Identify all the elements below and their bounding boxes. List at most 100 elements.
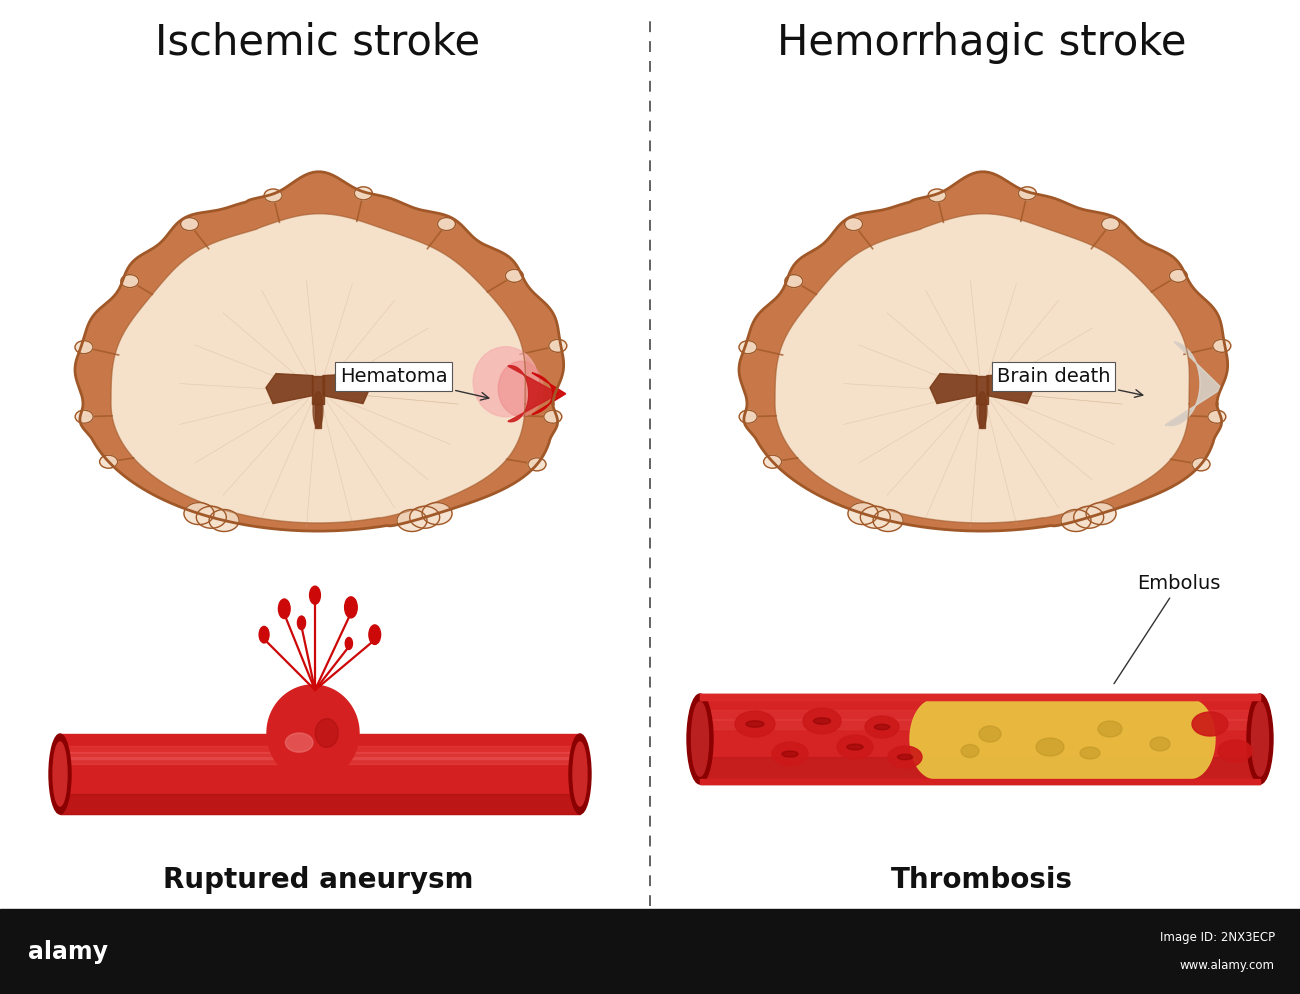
Ellipse shape (897, 754, 913, 759)
Text: Hemorrhagic stroke: Hemorrhagic stroke (777, 22, 1187, 64)
Ellipse shape (1098, 721, 1122, 737)
Ellipse shape (848, 503, 878, 525)
Ellipse shape (874, 510, 903, 532)
Polygon shape (60, 752, 580, 759)
Ellipse shape (1018, 187, 1036, 200)
Ellipse shape (53, 742, 68, 806)
Ellipse shape (845, 218, 863, 231)
Ellipse shape (803, 708, 841, 734)
Polygon shape (978, 392, 987, 427)
Polygon shape (699, 694, 1260, 700)
Ellipse shape (573, 742, 588, 806)
Polygon shape (266, 374, 313, 404)
Polygon shape (976, 376, 988, 404)
Polygon shape (699, 719, 1260, 729)
Polygon shape (1165, 342, 1222, 425)
Ellipse shape (1252, 702, 1269, 776)
Text: Brain death: Brain death (997, 367, 1143, 398)
Ellipse shape (49, 734, 72, 814)
Ellipse shape (396, 510, 426, 532)
Ellipse shape (506, 269, 524, 282)
Ellipse shape (785, 274, 803, 287)
Polygon shape (315, 404, 321, 427)
Ellipse shape (473, 347, 538, 416)
Polygon shape (1165, 342, 1222, 425)
Polygon shape (508, 366, 559, 421)
Polygon shape (738, 172, 1227, 531)
Ellipse shape (888, 746, 922, 768)
Polygon shape (0, 909, 1300, 994)
Polygon shape (75, 172, 564, 531)
Ellipse shape (422, 503, 452, 525)
Ellipse shape (1213, 339, 1231, 352)
Polygon shape (699, 757, 1260, 784)
Polygon shape (930, 374, 978, 404)
Text: alamy: alamy (29, 939, 108, 963)
Ellipse shape (740, 411, 757, 423)
Ellipse shape (569, 734, 592, 814)
Ellipse shape (746, 721, 764, 728)
Polygon shape (60, 734, 580, 814)
Ellipse shape (286, 733, 313, 752)
Polygon shape (775, 214, 1190, 523)
Ellipse shape (763, 455, 781, 468)
Ellipse shape (1086, 503, 1117, 525)
Ellipse shape (861, 506, 890, 528)
Polygon shape (979, 404, 985, 427)
Ellipse shape (181, 218, 199, 231)
Ellipse shape (309, 586, 320, 604)
Polygon shape (60, 757, 580, 764)
Ellipse shape (1192, 712, 1228, 736)
Polygon shape (322, 374, 370, 404)
Ellipse shape (734, 711, 775, 737)
Ellipse shape (738, 341, 757, 354)
Ellipse shape (875, 725, 889, 730)
Polygon shape (699, 778, 1260, 784)
Text: Embolus: Embolus (1114, 574, 1221, 684)
Ellipse shape (781, 751, 798, 757)
Ellipse shape (864, 716, 900, 738)
Ellipse shape (1074, 506, 1104, 528)
Ellipse shape (498, 361, 543, 416)
Ellipse shape (75, 411, 94, 423)
Ellipse shape (692, 702, 708, 776)
Polygon shape (532, 373, 566, 414)
Ellipse shape (346, 637, 352, 649)
Ellipse shape (549, 339, 567, 352)
Ellipse shape (1150, 737, 1170, 751)
Text: Ruptured aneurysm: Ruptured aneurysm (162, 866, 473, 894)
Ellipse shape (543, 411, 562, 423)
Ellipse shape (438, 218, 455, 231)
Polygon shape (60, 794, 580, 814)
Ellipse shape (355, 187, 372, 200)
Polygon shape (111, 214, 525, 523)
Ellipse shape (814, 718, 831, 725)
Text: Image ID: 2NX3ECP: Image ID: 2NX3ECP (1160, 931, 1275, 944)
Ellipse shape (298, 616, 305, 629)
Ellipse shape (1218, 740, 1252, 762)
Ellipse shape (1061, 510, 1091, 532)
Ellipse shape (264, 189, 282, 202)
Polygon shape (699, 710, 1260, 720)
Ellipse shape (837, 735, 874, 759)
Ellipse shape (209, 510, 239, 532)
Text: www.alamy.com: www.alamy.com (1180, 959, 1275, 972)
Ellipse shape (369, 625, 381, 644)
Polygon shape (910, 700, 1216, 778)
Polygon shape (699, 694, 1260, 784)
Ellipse shape (316, 719, 338, 747)
Polygon shape (699, 694, 1260, 700)
Ellipse shape (928, 189, 946, 202)
Ellipse shape (259, 626, 269, 643)
Ellipse shape (344, 596, 358, 618)
Ellipse shape (100, 455, 117, 468)
Polygon shape (313, 392, 322, 427)
Ellipse shape (1080, 747, 1100, 759)
Ellipse shape (846, 744, 863, 750)
Ellipse shape (1101, 218, 1119, 231)
Ellipse shape (772, 742, 809, 766)
Ellipse shape (1192, 458, 1210, 471)
Ellipse shape (979, 726, 1001, 742)
Ellipse shape (410, 506, 439, 528)
Polygon shape (60, 746, 580, 753)
